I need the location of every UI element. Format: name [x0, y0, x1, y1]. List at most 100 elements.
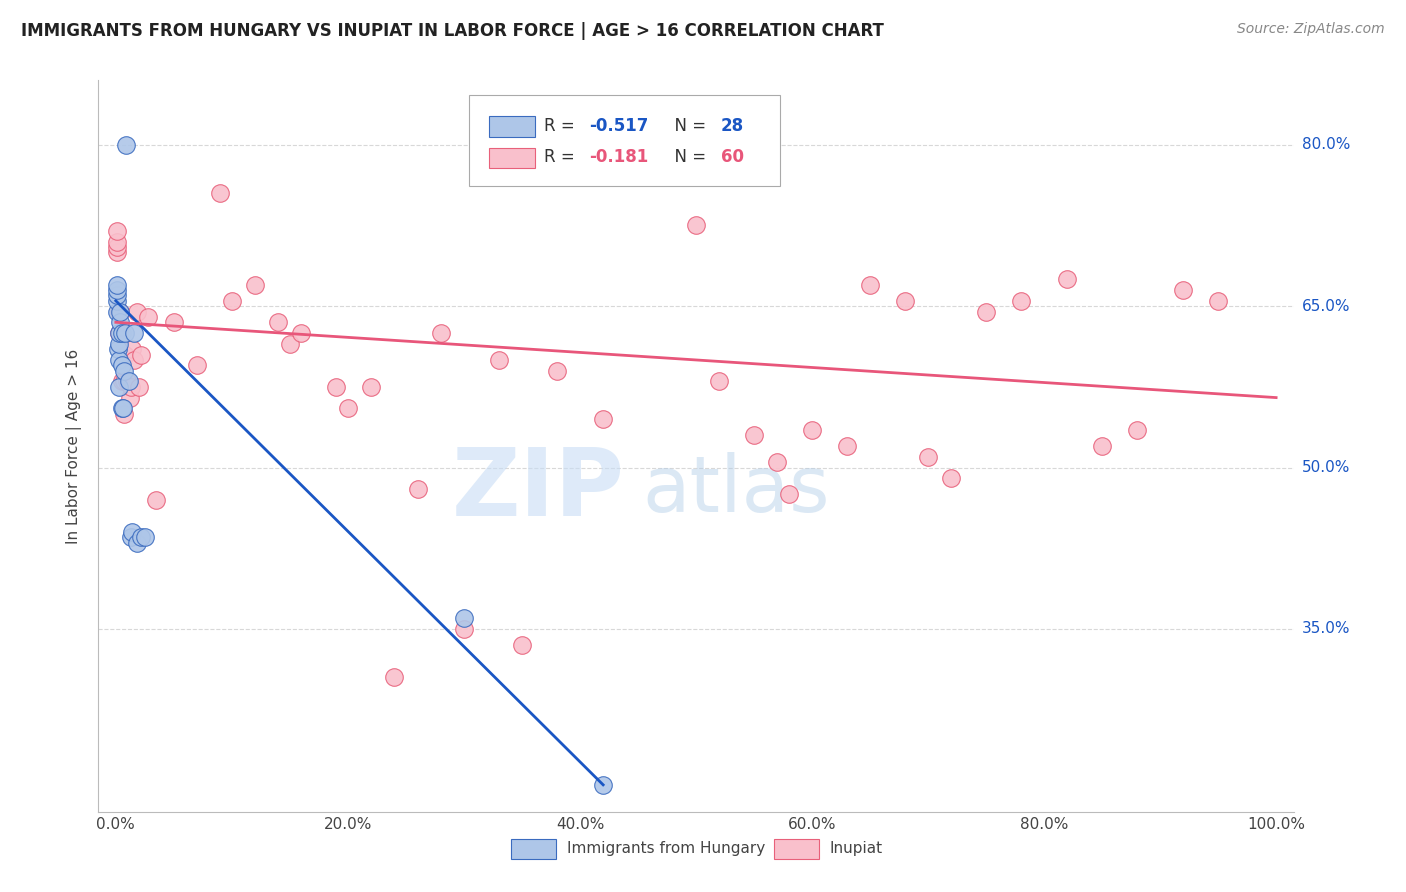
Point [1173, 283, 1195, 297]
Point [120, 380, 142, 394]
Point [209, 186, 232, 201]
Text: 50.0%: 50.0% [1302, 460, 1350, 475]
Point [336, 401, 359, 416]
Point [267, 315, 290, 329]
Point [546, 364, 568, 378]
Text: R =: R = [544, 148, 581, 166]
Point [105, 283, 128, 297]
Point [120, 530, 142, 544]
Point [742, 428, 765, 442]
Point [121, 342, 143, 356]
Point [894, 293, 917, 308]
Point [134, 530, 156, 544]
FancyBboxPatch shape [773, 838, 820, 859]
Point [110, 315, 132, 329]
Point [117, 375, 139, 389]
FancyBboxPatch shape [470, 95, 780, 186]
Text: 28: 28 [721, 118, 744, 136]
Point [105, 224, 128, 238]
Point [186, 359, 208, 373]
Point [105, 304, 128, 318]
Point [1056, 272, 1078, 286]
Point [112, 364, 135, 378]
FancyBboxPatch shape [489, 116, 534, 136]
Point [360, 380, 382, 394]
Text: 65.0%: 65.0% [1302, 299, 1350, 314]
Point [592, 412, 614, 426]
Text: Source: ZipAtlas.com: Source: ZipAtlas.com [1237, 22, 1385, 37]
Text: N =: N = [664, 148, 711, 166]
Point [1091, 439, 1114, 453]
Text: IMMIGRANTS FROM HUNGARY VS INUPIAT IN LABOR FORCE | AGE > 16 CORRELATION CHART: IMMIGRANTS FROM HUNGARY VS INUPIAT IN LA… [21, 22, 884, 40]
Point [278, 336, 301, 351]
Point [108, 304, 131, 318]
Point [1206, 293, 1229, 308]
Point [1126, 423, 1149, 437]
Text: -0.181: -0.181 [589, 148, 648, 166]
Point [111, 359, 134, 373]
Text: 60: 60 [721, 148, 744, 166]
Point [114, 326, 136, 340]
Y-axis label: In Labor Force | Age > 16: In Labor Force | Age > 16 [66, 349, 83, 543]
Text: -0.517: -0.517 [589, 118, 650, 136]
Point [107, 342, 129, 356]
Point [650, 143, 672, 157]
Text: R =: R = [544, 118, 581, 136]
Point [974, 304, 997, 318]
Point [859, 277, 882, 292]
Point [778, 487, 800, 501]
Point [105, 240, 128, 254]
Point [114, 348, 136, 362]
FancyBboxPatch shape [489, 147, 534, 168]
Point [801, 423, 824, 437]
Text: 80.0%: 80.0% [1302, 137, 1350, 153]
Point [941, 471, 963, 485]
Point [105, 293, 128, 308]
Point [453, 611, 475, 625]
Point [131, 530, 153, 544]
Text: 35.0%: 35.0% [1302, 622, 1350, 636]
Point [108, 353, 131, 368]
Point [105, 235, 128, 249]
Point [685, 219, 707, 233]
Point [243, 277, 266, 292]
Point [108, 380, 131, 394]
Point [108, 326, 131, 340]
Point [325, 380, 347, 394]
Point [131, 348, 153, 362]
Point [125, 536, 148, 550]
Point [592, 778, 614, 792]
Point [766, 455, 789, 469]
Point [105, 288, 128, 302]
Point [136, 310, 159, 324]
Point [105, 245, 128, 260]
Text: ZIP: ZIP [451, 444, 624, 536]
Point [709, 375, 731, 389]
Text: N =: N = [664, 118, 711, 136]
Point [221, 293, 243, 308]
Point [124, 353, 146, 368]
Point [1010, 293, 1032, 308]
Point [510, 638, 533, 652]
Point [112, 407, 135, 421]
Point [382, 670, 405, 684]
Point [108, 336, 131, 351]
Point [111, 375, 134, 389]
Point [125, 304, 148, 318]
Point [917, 450, 939, 464]
Point [145, 492, 167, 507]
Point [111, 401, 134, 416]
Point [627, 143, 650, 157]
Point [406, 482, 429, 496]
Point [115, 137, 138, 152]
Point [110, 304, 132, 318]
Point [118, 391, 141, 405]
FancyBboxPatch shape [510, 838, 557, 859]
Point [128, 380, 150, 394]
Text: atlas: atlas [643, 452, 830, 528]
Point [117, 375, 139, 389]
Point [112, 375, 135, 389]
Point [108, 326, 131, 340]
Point [453, 622, 475, 636]
Text: Inupiat: Inupiat [830, 841, 883, 855]
